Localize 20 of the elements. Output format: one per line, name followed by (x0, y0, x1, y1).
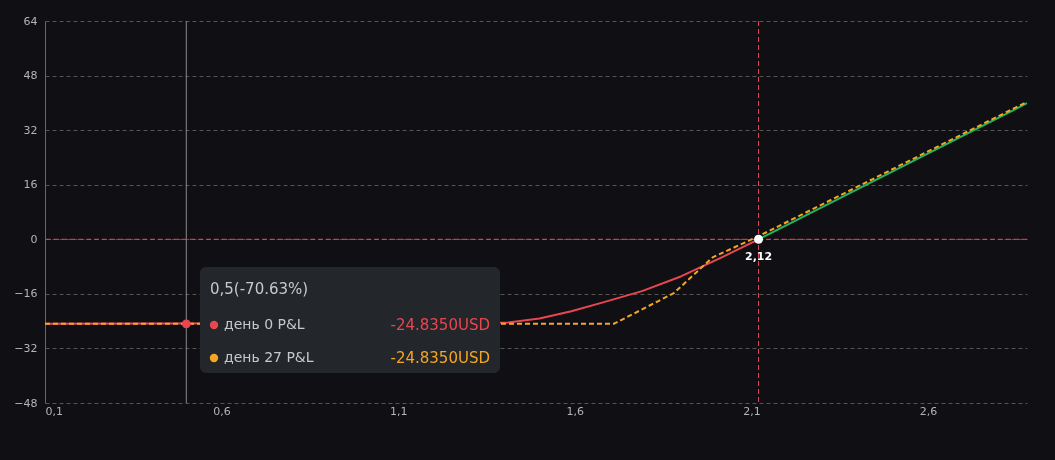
annotation: 0,5(-70.63%) (210, 280, 309, 298)
x-tick-label: 1,1 (389, 404, 408, 418)
annotation: -24.8350USD (390, 349, 490, 367)
x-tick-label: 2,1 (743, 404, 761, 418)
y-tick-label: 32 (23, 123, 38, 137)
y-tick-label: −16 (14, 287, 38, 301)
x-tick-label: 0,6 (213, 404, 231, 418)
y-tick-label: 0 (30, 232, 38, 246)
y-tick-label: −32 (14, 341, 38, 355)
x-tick-label: 2,6 (919, 404, 938, 418)
x-tick-label: 1,6 (566, 404, 585, 418)
annotation: -24.8350USD (390, 316, 490, 334)
y-tick-label: 64 (23, 14, 38, 28)
y-tick-label: 48 (23, 69, 38, 83)
legend-label: день 27 P&L (224, 349, 314, 365)
x-tick-label: 0,1 (45, 404, 63, 418)
y-tick-label: −48 (14, 396, 38, 410)
annotation: 2,12 (744, 250, 773, 264)
legend-label: день 0 P&L (224, 316, 305, 332)
y-tick-label: 16 (23, 178, 38, 192)
